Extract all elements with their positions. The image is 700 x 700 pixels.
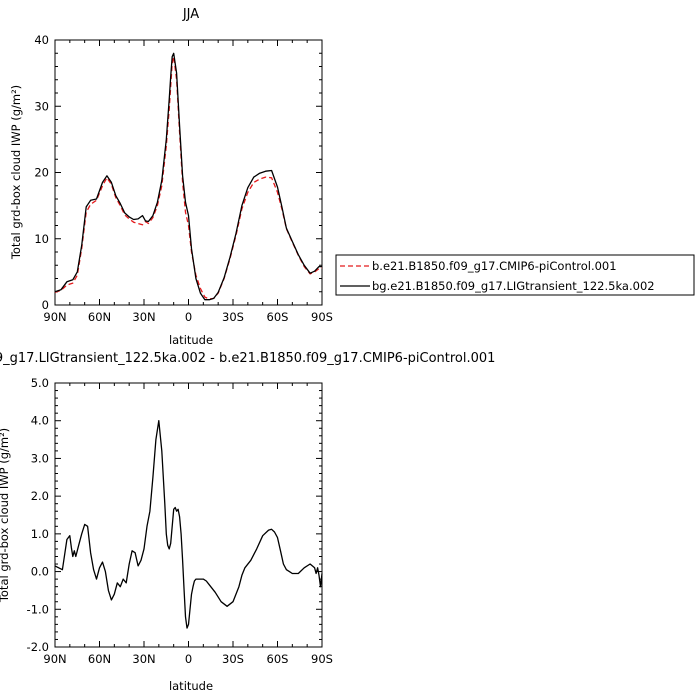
bottom-chart-title: bg.e21.B1850.f09_g17.LIGtransient_122.5k… bbox=[0, 351, 495, 366]
bottom-y-axis-label: Total grd-box cloud IWP (g/m²) bbox=[0, 428, 11, 603]
bottom-x-tick-label: 90S bbox=[311, 652, 333, 666]
top-plot-frame bbox=[54, 39, 323, 306]
top-x-tick-label: 90S bbox=[311, 310, 333, 324]
top-y-tick-label: 0 bbox=[42, 298, 49, 312]
top-x-tick-label: 0 bbox=[185, 310, 192, 324]
top-axis-ticks bbox=[54, 39, 323, 306]
top-y-tick-label: 30 bbox=[34, 99, 49, 113]
bottom-series-line-0 bbox=[54, 420, 323, 629]
top-panel: JJA 90N 60N 30N 0 30S 60S 90S 0 10 20 30 40 latitu… bbox=[9, 7, 333, 347]
bottom-y-tick-labels: -2.0 -1.0 0.0 1.0 2.0 3.0 4.0 5.0 bbox=[27, 376, 49, 654]
bottom-x-tick-labels: 90N 60N 30N 0 30S 60S 90S bbox=[43, 652, 333, 666]
top-y-axis-label: Total grd-box cloud IWP (g/m²) bbox=[9, 85, 23, 260]
top-series-lines bbox=[54, 52, 323, 301]
bottom-y-tick-label: -1.0 bbox=[27, 602, 49, 616]
bottom-x-tick-label: 30S bbox=[222, 652, 244, 666]
top-y-tick-labels: 0 10 20 30 40 bbox=[34, 33, 49, 312]
top-x-tick-label: 60S bbox=[267, 310, 289, 324]
top-y-tick-label: 40 bbox=[34, 33, 49, 47]
legend-label-LIGtransient: bg.e21.B1850.f09_g17.LIGtransient_122.5k… bbox=[372, 279, 655, 293]
bottom-x-axis-label: latitude bbox=[169, 679, 213, 693]
bottom-x-tick-label: 60S bbox=[267, 652, 289, 666]
legend: b.e21.B1850.f09_g17.CMIP6-piControl.001 … bbox=[335, 254, 695, 296]
bottom-y-tick-label: 3.0 bbox=[31, 451, 49, 465]
bottom-x-tick-label: 90N bbox=[43, 652, 66, 666]
top-x-tick-labels: 90N 60N 30N 0 30S 60S 90S bbox=[43, 310, 333, 324]
top-x-tick-label: 30N bbox=[132, 310, 155, 324]
top-y-tick-label: 10 bbox=[34, 232, 49, 246]
bottom-axis-ticks bbox=[54, 382, 323, 648]
legend-box bbox=[335, 254, 695, 296]
bottom-x-tick-label: 60N bbox=[88, 652, 111, 666]
bottom-plot-frame bbox=[54, 382, 323, 648]
top-x-tick-label: 30S bbox=[222, 310, 244, 324]
bottom-x-tick-label: 30N bbox=[132, 652, 155, 666]
bottom-panel: bg.e21.B1850.f09_g17.LIGtransient_122.5k… bbox=[0, 351, 495, 693]
bottom-series-lines bbox=[54, 420, 323, 629]
bottom-y-tick-label: 4.0 bbox=[31, 414, 49, 428]
top-x-tick-label: 90N bbox=[43, 310, 66, 324]
bottom-y-tick-label: 0.0 bbox=[31, 565, 49, 579]
top-y-tick-label: 20 bbox=[34, 166, 49, 180]
bottom-y-tick-label: -2.0 bbox=[27, 640, 49, 654]
legend-label-piControl: b.e21.B1850.f09_g17.CMIP6-piControl.001 bbox=[372, 259, 617, 273]
bottom-y-tick-label: 1.0 bbox=[31, 527, 49, 541]
top-x-tick-label: 60N bbox=[88, 310, 111, 324]
top-x-axis-label: latitude bbox=[169, 333, 213, 347]
top-series-line-1 bbox=[54, 52, 322, 301]
bottom-y-tick-label: 2.0 bbox=[31, 489, 49, 503]
top-chart-title: JJA bbox=[182, 7, 199, 22]
bottom-x-tick-label: 0 bbox=[185, 652, 192, 666]
bottom-y-tick-label: 5.0 bbox=[31, 376, 49, 390]
top-series-line-0 bbox=[54, 55, 323, 300]
